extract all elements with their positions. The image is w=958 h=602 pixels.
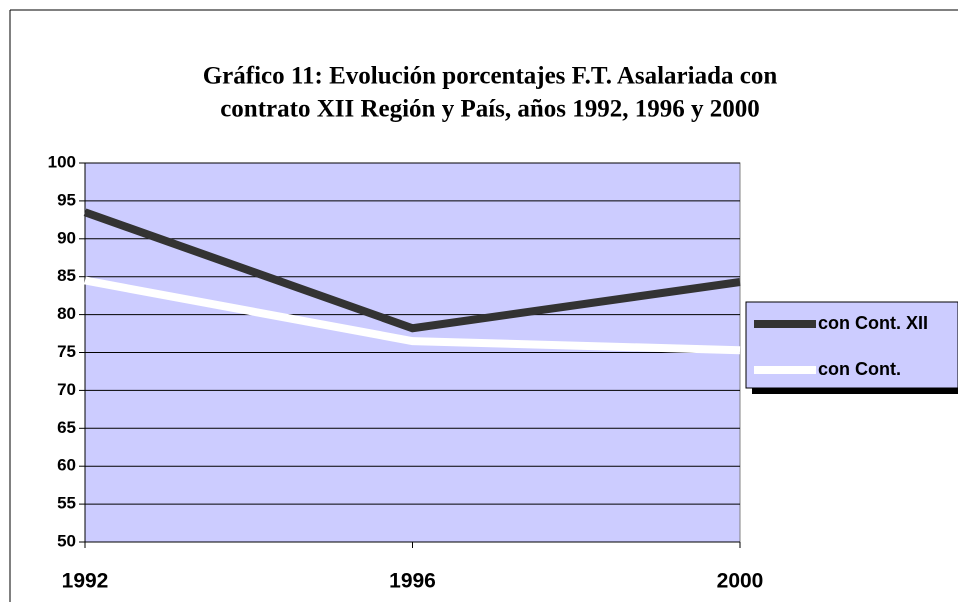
legend-label: con Cont. XII (818, 313, 928, 333)
chart-title: Gráfico 11: Evolución porcentajes F.T. A… (203, 63, 778, 90)
y-tick-label: 75 (57, 342, 76, 361)
y-tick-label: 100 (48, 152, 76, 171)
y-tick-label: 60 (57, 456, 76, 475)
chart-subtitle: contrato XII Región y País, años 1992, 1… (220, 96, 760, 123)
y-tick-label: 80 (57, 304, 76, 323)
series-line (84, 276, 741, 355)
x-tick-label: 1996 (389, 570, 436, 593)
x-tick-label: 2000 (717, 570, 764, 593)
x-tick-label: 1992 (62, 570, 109, 593)
y-tick-label: 85 (57, 266, 76, 285)
legend-label: con Cont. (818, 359, 901, 379)
series-line (83, 208, 741, 333)
y-tick-label: 90 (57, 228, 76, 247)
y-tick-label: 70 (57, 380, 76, 399)
y-tick-label: 65 (57, 418, 76, 437)
y-tick-label: 50 (57, 531, 76, 550)
y-tick-label: 55 (57, 494, 76, 513)
y-tick-label: 95 (57, 190, 76, 209)
